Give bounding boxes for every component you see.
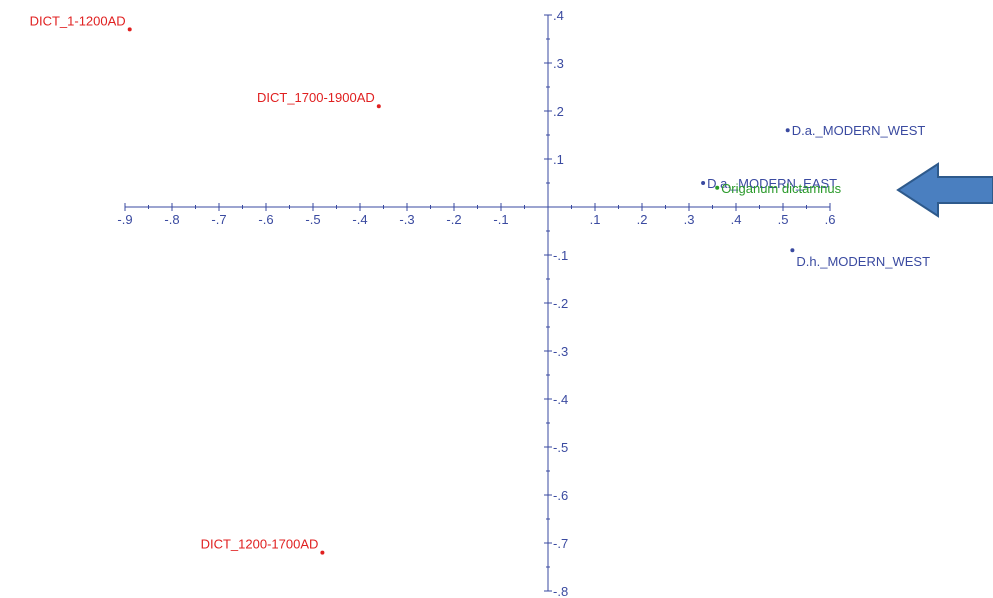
data-point	[715, 185, 720, 190]
data-point	[785, 128, 790, 133]
x-tick-label: .5	[778, 212, 789, 227]
x-tick-label: .4	[731, 212, 742, 227]
data-point	[701, 181, 706, 185]
data-points: DICT_1-1200AD DICT_1700-1900AD DICT_1200-1…	[30, 13, 930, 555]
x-tick-label: -.8	[164, 212, 179, 227]
x-tick-label: .2	[637, 212, 648, 227]
annotations	[896, 162, 993, 218]
axes	[125, 15, 830, 591]
y-tick-label: .2	[553, 104, 564, 119]
x-tick-label: -.6	[258, 212, 273, 227]
y-tick-label: -.2	[553, 296, 568, 311]
left-arrow-annotation	[896, 162, 993, 218]
axis-ticks: -.9 -.8 -.7 -.6 -.5 -.4 -.3 -.2 -.1 .1 .2 .3 .4 .5 .6.…	[117, 8, 835, 598]
y-tick-label: -.4	[553, 392, 568, 407]
data-point-label: D.a._MODERN_WEST	[792, 123, 926, 138]
x-tick-label: -.3	[399, 212, 414, 227]
y-tick-label: .3	[553, 56, 564, 71]
x-tick-label: .1	[590, 212, 601, 227]
x-tick-label: -.4	[352, 212, 367, 227]
x-tick-label: -.5	[305, 212, 320, 227]
y-tick-label: -.1	[553, 248, 568, 263]
x-tick-label: -.7	[211, 212, 226, 227]
y-tick-label: -.7	[553, 536, 568, 551]
data-point-label: D.a._MODERN_EAST	[707, 176, 837, 191]
data-point-label: DICT_1200-1700AD	[201, 537, 319, 552]
data-point-label: Origanum dictamnus	[721, 181, 841, 196]
y-tick-label: -.8	[553, 584, 568, 598]
y-tick-label: .4	[553, 8, 564, 23]
x-tick-label: -.2	[446, 212, 461, 227]
data-point	[320, 550, 325, 555]
data-point-label: DICT_1700-1900AD	[257, 90, 375, 105]
x-tick-label: -.9	[117, 212, 132, 227]
x-tick-label: .6	[825, 212, 836, 227]
x-tick-label: -.1	[493, 212, 508, 227]
data-point-label: DICT_1-1200AD	[30, 13, 126, 28]
data-point	[376, 104, 381, 109]
y-tick-label: .1	[553, 152, 564, 167]
y-tick-label: -.6	[553, 488, 568, 503]
data-point-label: D.h._MODERN_WEST	[796, 254, 930, 269]
data-point	[127, 27, 132, 32]
data-point	[790, 248, 795, 253]
x-tick-label: .3	[684, 212, 695, 227]
y-tick-label: -.3	[553, 344, 568, 359]
y-tick-label: -.5	[553, 440, 568, 455]
